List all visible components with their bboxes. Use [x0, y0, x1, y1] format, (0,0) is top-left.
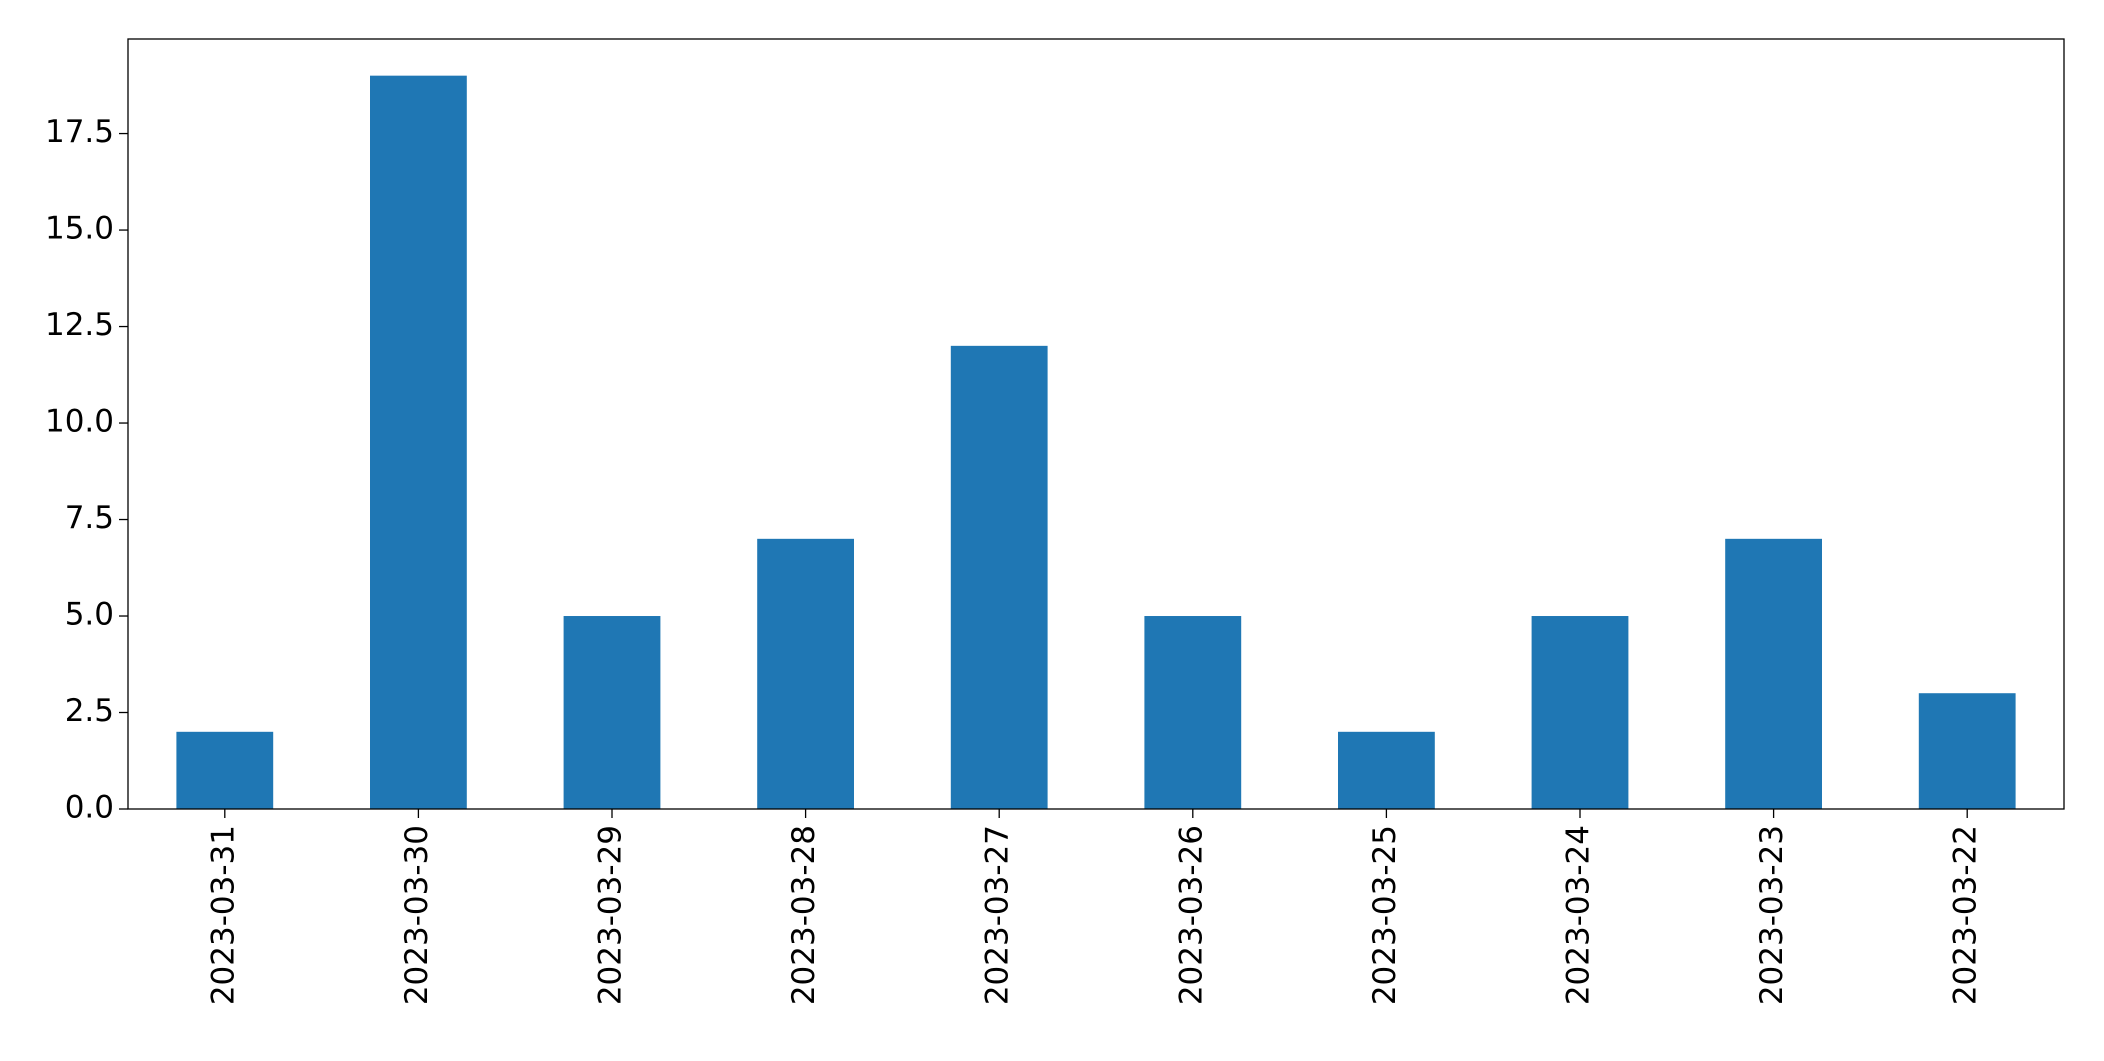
bar	[370, 75, 467, 809]
plot-frame	[127, 38, 2065, 810]
x-tick-label: 2023-03-24	[1561, 825, 1597, 1005]
bar	[1531, 616, 1629, 809]
x-tick-label: 2023-03-27	[980, 825, 1016, 1005]
x-tick-label: 2023-03-26	[1173, 825, 1209, 1005]
y-tick-label: 2.5	[65, 693, 114, 729]
y-tick-label: 15.0	[45, 211, 114, 247]
bar	[176, 731, 274, 809]
x-tick-label: 2023-03-25	[1367, 825, 1403, 1005]
bar	[757, 538, 854, 809]
y-tick-label: 10.0	[45, 404, 114, 440]
x-tick-label: 2023-03-28	[786, 825, 822, 1005]
y-tick-label: 0.0	[65, 790, 114, 826]
bar	[1918, 693, 2016, 809]
bar	[1144, 616, 1242, 809]
y-tick-label: 12.5	[45, 307, 114, 343]
bar	[950, 345, 1048, 809]
bar	[1338, 731, 1435, 809]
bar	[1725, 538, 1822, 809]
bar	[563, 616, 661, 809]
y-tick-label: 5.0	[65, 597, 114, 633]
x-tick-label: 2023-03-22	[1948, 825, 1984, 1005]
x-tick-label: 2023-03-30	[399, 825, 435, 1005]
y-tick-label: 7.5	[65, 500, 114, 536]
x-tick-label: 2023-03-29	[593, 825, 629, 1005]
x-tick-label: 2023-03-31	[205, 825, 241, 1005]
x-tick-label: 2023-03-23	[1754, 825, 1790, 1005]
y-tick-label: 17.5	[45, 114, 114, 150]
